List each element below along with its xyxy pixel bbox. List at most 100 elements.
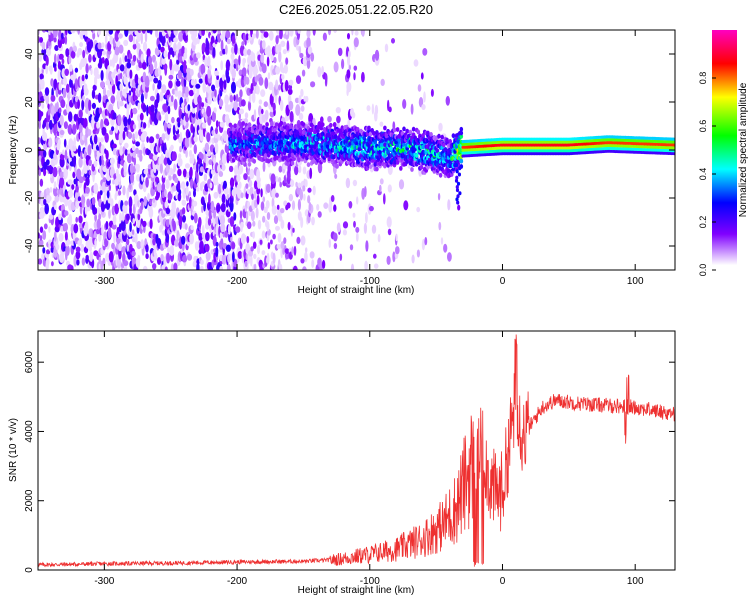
heatmap-cell bbox=[380, 78, 385, 86]
heatmap-cell bbox=[416, 206, 421, 213]
heatmap-cell bbox=[47, 103, 50, 110]
heatmap-cell bbox=[109, 59, 113, 67]
heatmap-cell bbox=[411, 126, 416, 132]
heatmap-cell bbox=[185, 30, 188, 36]
heatmap-cell bbox=[76, 259, 80, 266]
heatmap-cell bbox=[229, 94, 234, 103]
heatmap-cell bbox=[54, 53, 57, 64]
heatmap-cell bbox=[155, 133, 160, 140]
heatmap-cell bbox=[144, 238, 148, 247]
heatmap-cell bbox=[282, 48, 287, 55]
heatmap-cell bbox=[111, 242, 115, 250]
heatmap-cell bbox=[73, 223, 79, 234]
heatmap-cell bbox=[124, 142, 129, 149]
heatmap-cell bbox=[100, 144, 105, 156]
heatmap-cell bbox=[137, 102, 141, 111]
heatmap-cell bbox=[265, 183, 271, 193]
heatmap-cell bbox=[363, 186, 367, 198]
heatmap-cell bbox=[421, 104, 426, 110]
heatmap-cell bbox=[54, 66, 57, 72]
heatmap-cell bbox=[266, 158, 271, 164]
heatmap-cell bbox=[199, 166, 204, 173]
heatmap-cell bbox=[164, 201, 169, 209]
heatmap-cell bbox=[202, 122, 207, 129]
heatmap-cell bbox=[253, 253, 257, 260]
heatmap-cell bbox=[141, 30, 147, 34]
heatmap-cell bbox=[397, 138, 402, 143]
heatmap-cell bbox=[247, 161, 252, 167]
heatmap-cell bbox=[92, 84, 97, 91]
heatmap-cell bbox=[79, 204, 83, 215]
heatmap-cell bbox=[190, 78, 196, 86]
heatmap-cell bbox=[84, 221, 89, 233]
heatmap-cell bbox=[279, 207, 285, 214]
heatmap-cell bbox=[185, 149, 188, 158]
heatmap-cell bbox=[278, 263, 283, 270]
heatmap-cell bbox=[100, 81, 105, 89]
heatmap-cell bbox=[128, 30, 134, 35]
heatmap-cell bbox=[161, 84, 167, 94]
heatmap-cell bbox=[78, 123, 83, 133]
heatmap-cell bbox=[63, 76, 67, 86]
heatmap-cell bbox=[209, 182, 213, 189]
heatmap-cell bbox=[165, 207, 171, 215]
heatmap-cell bbox=[361, 71, 365, 83]
heatmap-cell bbox=[210, 200, 215, 213]
heatmap-cell bbox=[122, 130, 126, 141]
heatmap-cell bbox=[355, 226, 360, 233]
heatmap-cell bbox=[354, 30, 359, 36]
heatmap-cell bbox=[268, 81, 274, 91]
heatmap-cell bbox=[173, 30, 179, 36]
heatmap-cell bbox=[245, 183, 249, 189]
heatmap-cell bbox=[78, 109, 83, 119]
heatmap-cell bbox=[291, 200, 296, 211]
heatmap-cell bbox=[120, 219, 126, 232]
heatmap-cell bbox=[143, 196, 147, 207]
heatmap-cell bbox=[219, 214, 225, 226]
heatmap-cell bbox=[193, 30, 198, 38]
heatmap-cell bbox=[231, 81, 236, 94]
heatmap-cell bbox=[117, 68, 121, 75]
heatmap-cell bbox=[142, 130, 148, 138]
heatmap-cell bbox=[327, 30, 332, 36]
heatmap-cell bbox=[239, 89, 243, 98]
heatmap-cell bbox=[373, 253, 377, 259]
heatmap-cell bbox=[147, 192, 150, 202]
heatmap-cell bbox=[306, 30, 311, 38]
heatmap-cell bbox=[310, 81, 316, 88]
heatmap-cell bbox=[132, 151, 136, 159]
heatmap-cell bbox=[87, 110, 91, 117]
heatmap-cell bbox=[114, 203, 119, 215]
heatmap-cell bbox=[38, 137, 41, 145]
heatmap-cell bbox=[321, 65, 324, 75]
heatmap-cell bbox=[392, 251, 396, 263]
heatmap-cell bbox=[278, 215, 283, 222]
heatmap-cell bbox=[42, 247, 46, 254]
heatmap-cell bbox=[353, 220, 356, 228]
heatmap-cell bbox=[123, 236, 127, 242]
heatmap-cell bbox=[437, 193, 441, 201]
heatmap-cell bbox=[201, 42, 206, 53]
heatmap-cell bbox=[199, 240, 204, 253]
heatmap-cell bbox=[231, 189, 236, 197]
heatmap-cell bbox=[204, 102, 209, 108]
heatmap-cell bbox=[132, 43, 137, 50]
heatmap-cell bbox=[72, 123, 77, 135]
heatmap-cell bbox=[53, 181, 57, 190]
heatmap-cell bbox=[262, 215, 266, 223]
heatmap-cell bbox=[139, 153, 143, 162]
heatmap-cell bbox=[387, 228, 392, 236]
heatmap-cell bbox=[288, 193, 294, 202]
heatmap-cell bbox=[260, 201, 265, 211]
heatmap-cell bbox=[207, 115, 212, 126]
heatmap-cell bbox=[243, 173, 248, 181]
heatmap-cell bbox=[118, 44, 124, 54]
heatmap-cell bbox=[93, 182, 99, 195]
heatmap-cell bbox=[154, 60, 158, 70]
heatmap-cell bbox=[348, 141, 352, 147]
heatmap-cell bbox=[107, 227, 112, 239]
heatmap-cell bbox=[132, 36, 136, 45]
heatmap-cell bbox=[107, 65, 111, 74]
heatmap-cell bbox=[284, 248, 290, 255]
heatmap-cell bbox=[224, 143, 230, 154]
